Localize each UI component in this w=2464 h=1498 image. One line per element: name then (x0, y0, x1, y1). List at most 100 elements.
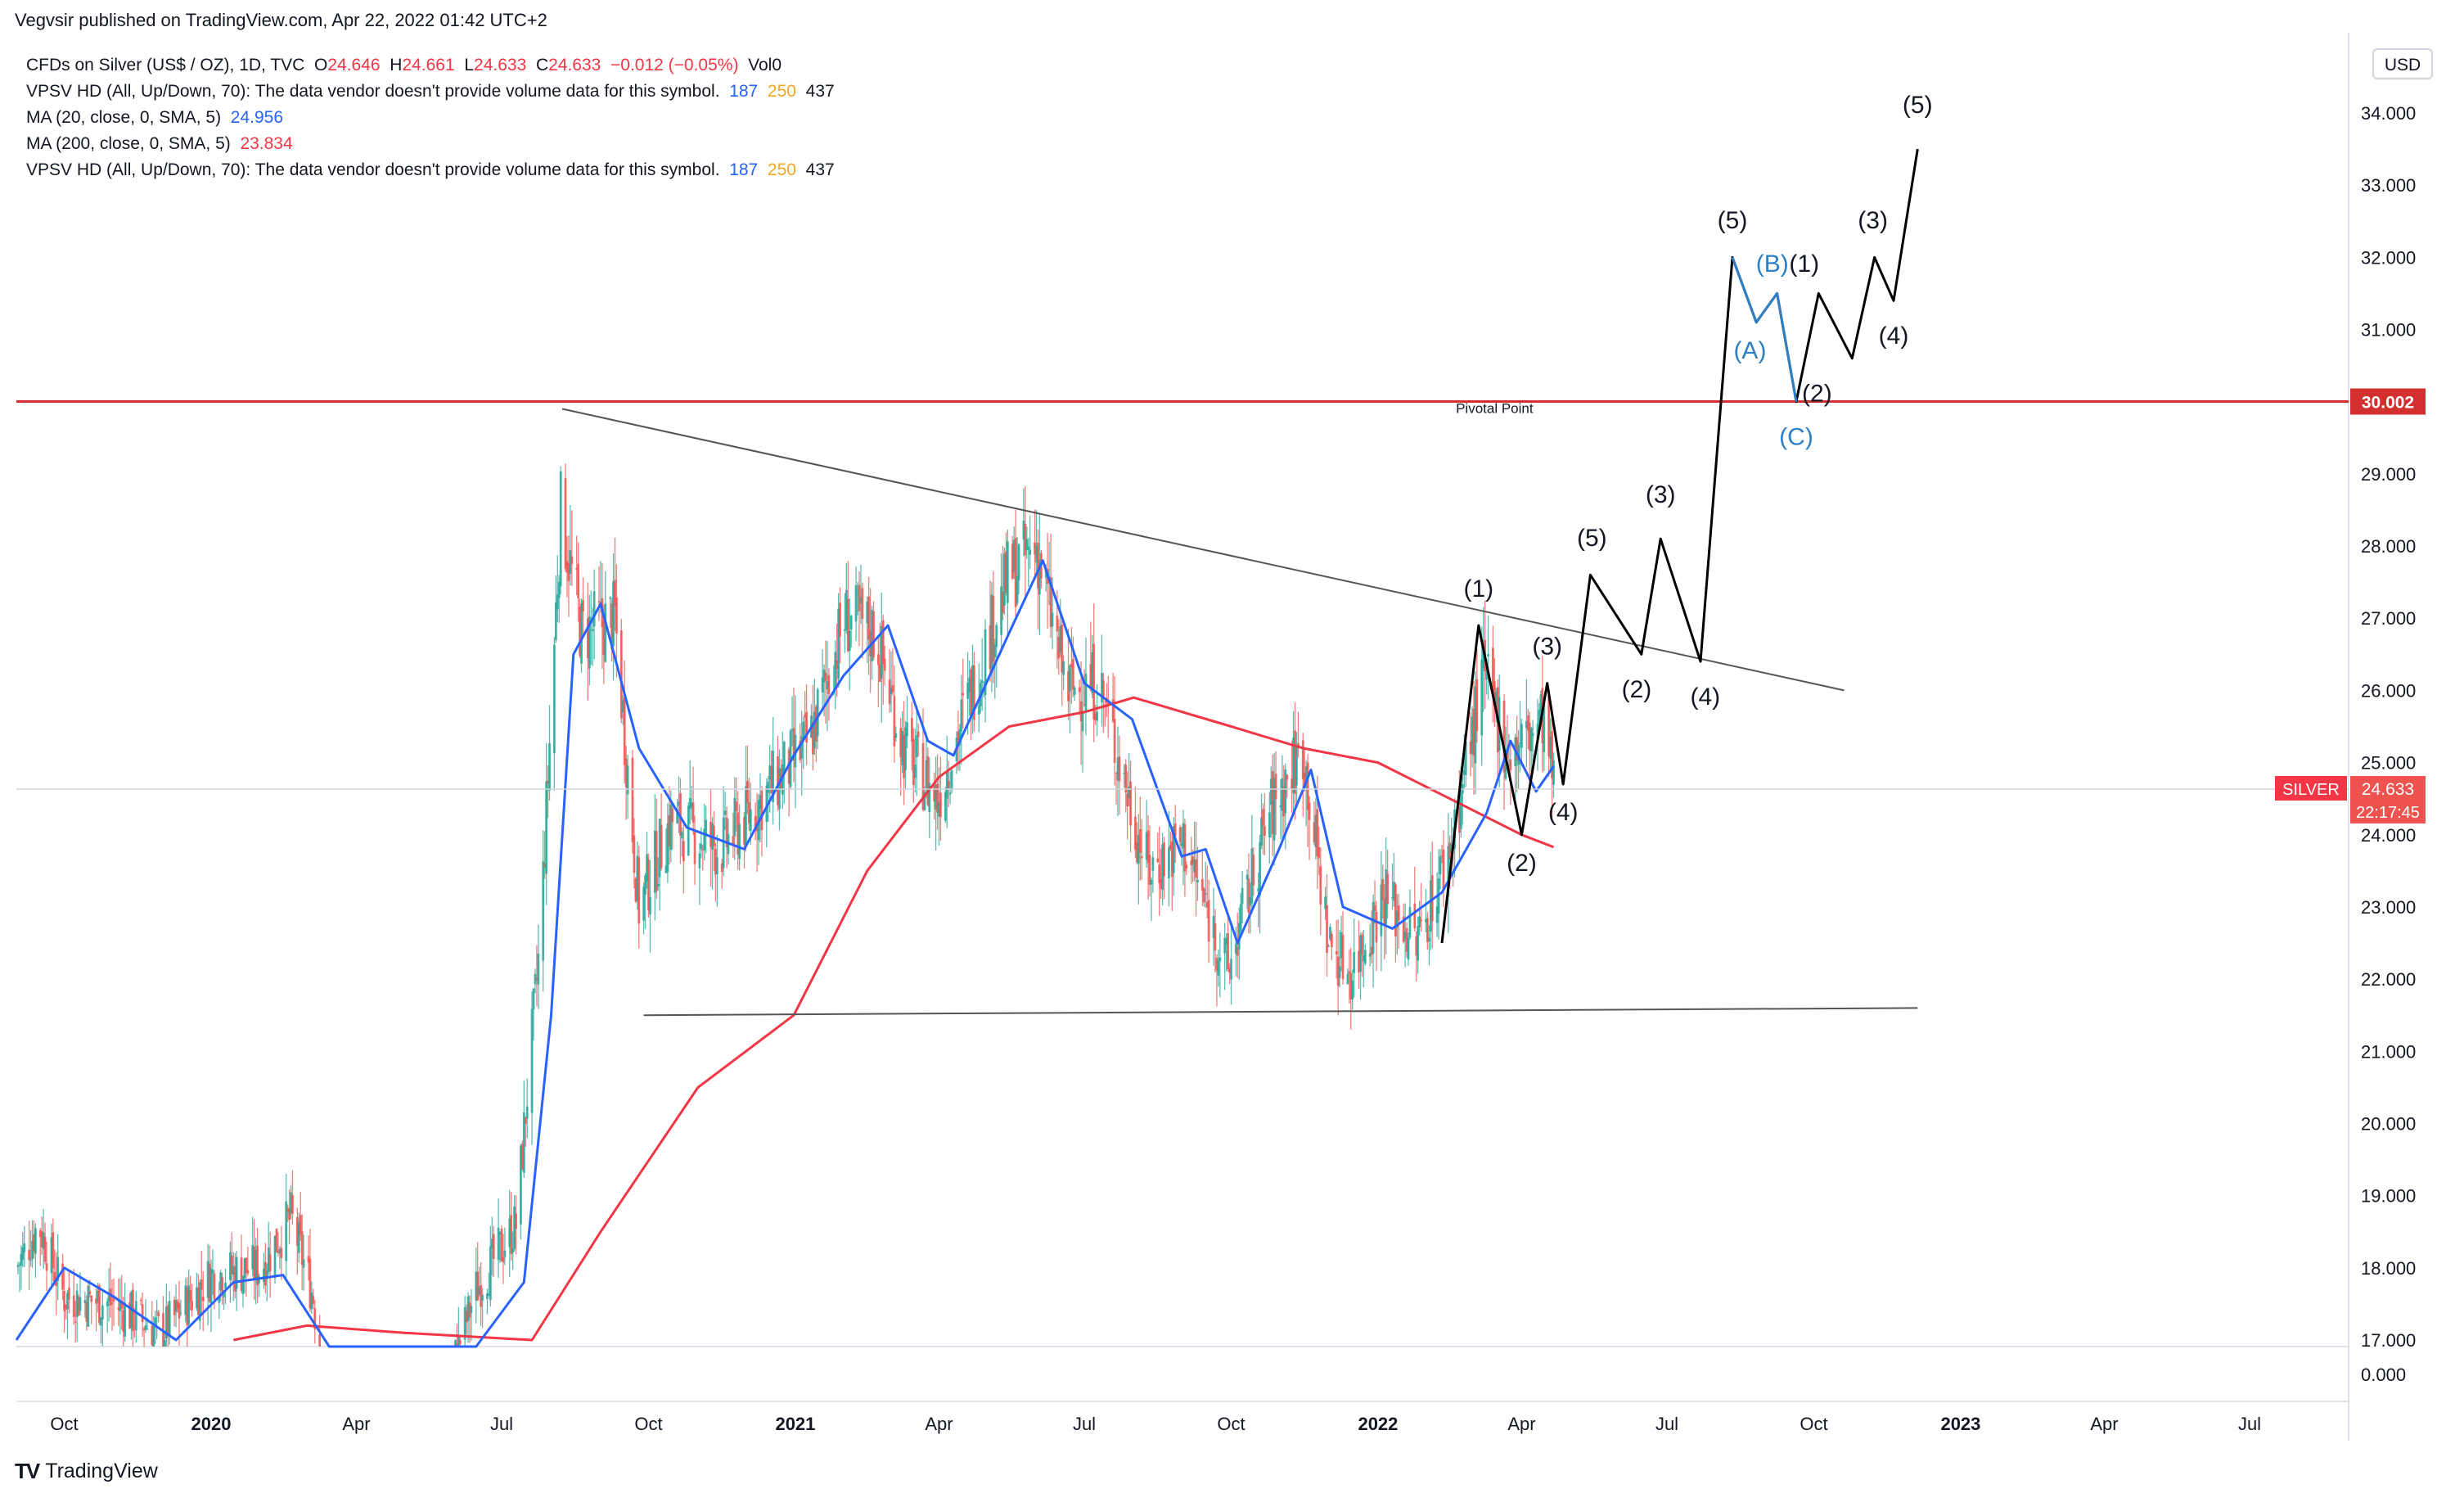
legend-ma200-row[interactable]: MA (200, close, 0, SMA, 5) 23.834 (26, 131, 835, 157)
legend-high: 24.661 (402, 56, 455, 74)
candle-body (906, 722, 908, 737)
candle-body (1284, 769, 1287, 814)
legend-volume: Vol0 (748, 56, 782, 74)
candle-body (1003, 553, 1006, 606)
legend-vpsv-n3: 437 (805, 82, 835, 101)
candle-body (240, 1257, 243, 1292)
candle-body (1413, 903, 1417, 928)
candle-body (1067, 670, 1070, 702)
currency-button[interactable] (2372, 48, 2433, 79)
y-tick-label: 21.000 (2361, 1041, 2416, 1062)
candle-body (164, 1306, 168, 1339)
candle-body (1217, 960, 1220, 976)
candle-body (575, 567, 579, 570)
legend-ma20-row[interactable]: MA (20, close, 0, SMA, 5) 24.956 (26, 105, 835, 131)
candle-body (1547, 695, 1551, 756)
candle-body (713, 825, 715, 846)
legend-symbol-row[interactable]: CFDs on Silver (US$ / OZ), 1D, TVC O24.6… (26, 52, 835, 79)
candle-body (1493, 681, 1496, 706)
candle-body (1239, 904, 1242, 932)
candle-body (267, 1248, 270, 1273)
candle-body (1207, 900, 1210, 942)
candle-body (42, 1232, 45, 1249)
legend-h-label: H (390, 56, 403, 74)
lower-trendline (643, 1007, 1918, 1017)
candle-body (1038, 559, 1041, 595)
candle-body (1096, 711, 1099, 721)
x-tick-label: Apr (342, 1414, 370, 1434)
candle-body (1529, 728, 1533, 751)
legend-vpsv2-row[interactable]: VPSV HD (All, Up/Down, 70): The data ven… (26, 157, 835, 183)
candle-body (569, 550, 572, 574)
candle-body (993, 644, 997, 658)
candle-body (1482, 644, 1485, 669)
candle-body (1281, 778, 1284, 811)
candle-body (1418, 916, 1421, 927)
candle-body (816, 689, 819, 737)
candle-body (463, 1306, 466, 1340)
candle-body (1435, 906, 1439, 923)
candle-body (75, 1290, 79, 1318)
candle-body (1145, 832, 1148, 860)
candle-body (1509, 759, 1512, 770)
symbol-badge (2275, 775, 2347, 801)
candle-body (31, 1241, 34, 1260)
candle-body (515, 1213, 517, 1230)
candle-body (1151, 857, 1155, 871)
candle-body (1170, 841, 1173, 878)
candle-body (923, 792, 926, 810)
pivot-price-label: 30.002 (2362, 394, 2414, 413)
y-tick-label: 20.000 (2361, 1113, 2416, 1134)
candle-body (888, 679, 891, 705)
candle-body (1070, 663, 1073, 667)
candle-body (173, 1299, 176, 1315)
candle-body (1061, 624, 1064, 673)
candle-body (1319, 866, 1322, 905)
candle-body (1069, 666, 1071, 692)
candle-body (475, 1271, 478, 1301)
candle-body (698, 853, 701, 869)
candle-body (1012, 539, 1016, 573)
candle-body (615, 597, 618, 634)
candle-body (1118, 756, 1121, 782)
wave-label: (4) (1879, 323, 1909, 350)
candle-body (1504, 752, 1507, 779)
candle-body (1092, 643, 1096, 720)
candle-body (133, 1325, 136, 1327)
candle-body (1002, 591, 1004, 613)
y-tick-label: 32.000 (2361, 247, 2416, 268)
candle-body (1268, 812, 1271, 837)
candle-body (191, 1301, 193, 1311)
candle-body (542, 860, 545, 961)
candle-body (1420, 919, 1423, 922)
candle-body (1491, 647, 1494, 691)
candle-body (1156, 858, 1160, 863)
candle-body (970, 669, 972, 720)
wave-label: (1) (1463, 575, 1493, 602)
tradingview-logo-icon: TV (15, 1459, 40, 1483)
pivot-price-badge (2350, 388, 2426, 415)
candle-body (604, 603, 607, 662)
candle-body (1291, 778, 1293, 790)
candle-body (522, 1112, 525, 1173)
candle-body (915, 735, 918, 758)
candle-body (1078, 687, 1081, 693)
candle-body (701, 849, 705, 851)
candle-body (141, 1304, 144, 1322)
candle-body (577, 563, 580, 598)
candle-body (1551, 731, 1553, 778)
x-tick-label: 2021 (775, 1414, 815, 1434)
candle-body (1037, 543, 1039, 589)
candle-body (1447, 846, 1450, 897)
candle-body (1200, 878, 1204, 891)
legend-l-label: L (464, 56, 475, 74)
elliott-wave-path (1440, 148, 1919, 944)
legend-vpsv-row[interactable]: VPSV HD (All, Up/Down, 70): The data ven… (26, 79, 835, 105)
x-tick-label: Oct (50, 1414, 78, 1434)
candle-body (478, 1286, 481, 1295)
candle-body (1274, 774, 1277, 800)
footer-brand[interactable]: TV TradingView (15, 1459, 158, 1484)
candle-body (288, 1207, 291, 1221)
candle-body (1101, 673, 1103, 702)
